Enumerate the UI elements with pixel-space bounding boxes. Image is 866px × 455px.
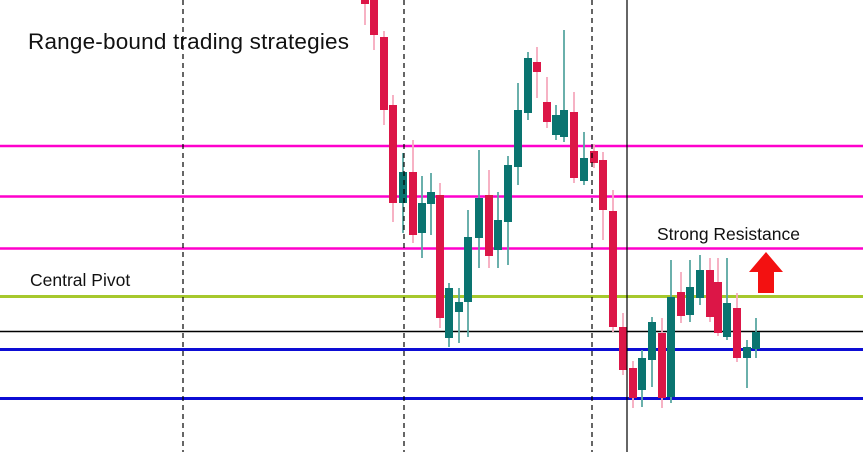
candle-down [733,293,741,362]
candle-down [361,0,369,25]
candle-up [580,132,588,185]
candle-down [609,190,617,332]
candle-down [409,140,417,243]
candle-down [380,31,388,125]
candle-up [686,260,694,322]
central-pivot-label: Central Pivot [30,270,131,290]
candle-down [619,313,627,375]
strong-resistance-label: Strong Resistance [657,224,800,244]
candle-up [696,255,704,305]
candle-down [590,144,598,168]
candle-down [599,152,607,240]
candle-down [714,258,722,336]
candle-down [436,183,444,328]
candle-down [370,0,378,50]
chart-title: Range-bound trading strategies [28,29,350,54]
candle-down [543,77,551,128]
candle-up [560,30,568,142]
candle-up [504,156,512,265]
candle-down [629,361,637,408]
candle-down [485,170,493,268]
candle-up [667,260,675,403]
candle-up [418,176,426,258]
candle-down [389,95,397,222]
candle-down [706,258,714,322]
candle-down [570,92,578,183]
candle-up [648,317,656,387]
candle-up [552,105,560,140]
candle-up [427,173,435,235]
candle-down [658,318,666,408]
up-arrow-icon [749,252,783,293]
candle-down [533,47,541,98]
candle-up [524,52,532,120]
candle-up [752,318,760,358]
candle-down [677,272,685,323]
candle-up [638,350,646,407]
candle-up [475,150,483,268]
candle-up [399,153,407,233]
candle-up [445,283,453,347]
candle-up [514,83,522,185]
candle-up [494,192,502,268]
candle-up [464,210,472,337]
candle-up [743,340,751,388]
candle-up [455,288,463,343]
candle-up [723,258,731,340]
